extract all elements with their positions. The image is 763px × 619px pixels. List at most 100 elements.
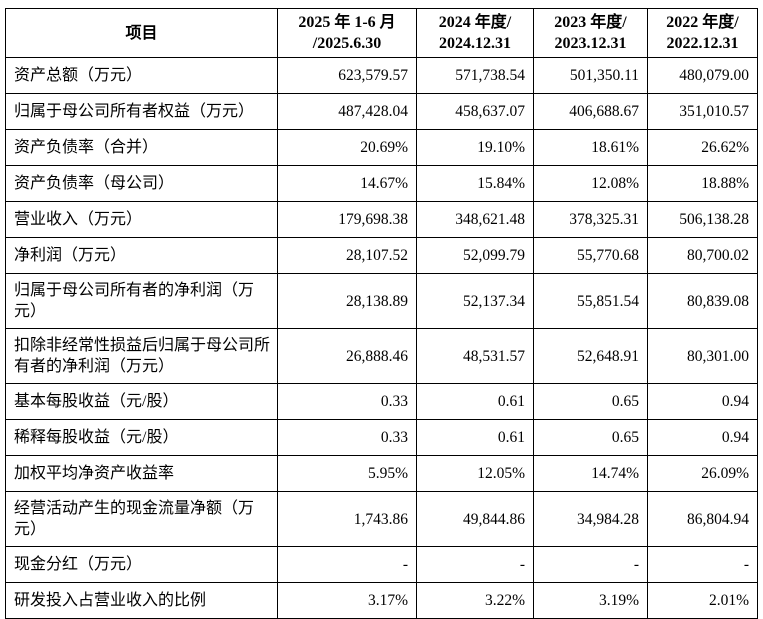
cell-value: -: [647, 546, 758, 583]
row-label: 归属于母公司所有者的净利润（万元）: [5, 273, 278, 329]
cell-value: 0.33: [277, 419, 417, 456]
cell-value: 52,137.34: [416, 273, 534, 329]
table-row: 归属于母公司所有者的净利润（万元） 28,138.89 52,137.34 55…: [5, 273, 758, 329]
row-label: 研发投入占营业收入的比例: [5, 582, 278, 619]
cell-value: 2.01%: [647, 582, 758, 619]
row-label: 经营活动产生的现金流量净额（万元）: [5, 491, 278, 547]
cell-value: 19.10%: [416, 129, 534, 166]
document-page: 项目 2025 年 1-6 月 /2025.6.30 2024 年度/ 2024…: [5, 8, 758, 619]
cell-value: 80,301.00: [647, 328, 758, 384]
table-row: 加权平均净资产收益率 5.95% 12.05% 14.74% 26.09%: [5, 455, 758, 492]
cell-value: 28,138.89: [277, 273, 417, 329]
cell-value: 14.74%: [533, 455, 648, 492]
table-row: 归属于母公司所有者权益（万元） 487,428.04 458,637.07 40…: [5, 93, 758, 130]
cell-value: 52,099.79: [416, 237, 534, 274]
row-label: 资产负债率（母公司）: [5, 165, 278, 202]
row-label: 基本每股收益（元/股）: [5, 383, 278, 420]
period-line1: 2023 年度/: [554, 14, 627, 31]
col-header-period-2024: 2024 年度/ 2024.12.31: [416, 8, 534, 58]
col-header-period-2025: 2025 年 1-6 月 /2025.6.30: [277, 8, 417, 58]
cell-value: 351,010.57: [647, 93, 758, 130]
cell-value: 26.09%: [647, 455, 758, 492]
cell-value: 49,844.86: [416, 491, 534, 547]
cell-value: 12.05%: [416, 455, 534, 492]
table-row: 扣除非经常性损益后归属于母公司所有者的净利润（万元） 26,888.46 48,…: [5, 328, 758, 384]
cell-value: 55,851.54: [533, 273, 648, 329]
col-header-period-2022: 2022 年度/ 2022.12.31: [647, 8, 758, 58]
table-row: 营业收入（万元） 179,698.38 348,621.48 378,325.3…: [5, 201, 758, 238]
cell-value: 348,621.48: [416, 201, 534, 238]
cell-value: 18.61%: [533, 129, 648, 166]
cell-value: 48,531.57: [416, 328, 534, 384]
cell-value: -: [277, 546, 417, 583]
cell-value: 0.65: [533, 383, 648, 420]
cell-value: 0.33: [277, 383, 417, 420]
cell-value: 0.61: [416, 383, 534, 420]
row-label: 营业收入（万元）: [5, 201, 278, 238]
col-header-item: 项目: [5, 8, 278, 58]
row-label: 扣除非经常性损益后归属于母公司所有者的净利润（万元）: [5, 328, 278, 384]
cell-value: 378,325.31: [533, 201, 648, 238]
table-row: 经营活动产生的现金流量净额（万元） 1,743.86 49,844.86 34,…: [5, 491, 758, 547]
cell-value: 28,107.52: [277, 237, 417, 274]
cell-value: 480,079.00: [647, 57, 758, 94]
cell-value: 80,700.02: [647, 237, 758, 274]
cell-value: 0.61: [416, 419, 534, 456]
cell-value: 34,984.28: [533, 491, 648, 547]
table-row: 资产负债率（母公司） 14.67% 15.84% 12.08% 18.88%: [5, 165, 758, 202]
table-row: 资产总额（万元） 623,579.57 571,738.54 501,350.1…: [5, 57, 758, 94]
cell-value: 487,428.04: [277, 93, 417, 130]
cell-value: 86,804.94: [647, 491, 758, 547]
cell-value: 20.69%: [277, 129, 417, 166]
cell-value: 458,637.07: [416, 93, 534, 130]
period-line2: 2024.12.31: [439, 35, 511, 52]
cell-value: -: [416, 546, 534, 583]
period-line1: 2025 年 1-6 月: [298, 14, 396, 31]
row-label: 归属于母公司所有者权益（万元）: [5, 93, 278, 130]
cell-value: 501,350.11: [533, 57, 648, 94]
cell-value: 506,138.28: [647, 201, 758, 238]
row-label: 稀释每股收益（元/股）: [5, 419, 278, 456]
table-row: 研发投入占营业收入的比例 3.17% 3.22% 3.19% 2.01%: [5, 582, 758, 619]
period-line2: 2022.12.31: [666, 35, 739, 52]
cell-value: 18.88%: [647, 165, 758, 202]
cell-value: 406,688.67: [533, 93, 648, 130]
cell-value: 15.84%: [416, 165, 534, 202]
cell-value: 3.19%: [533, 582, 648, 619]
cell-value: 3.22%: [416, 582, 534, 619]
period-line2: /2025.6.30: [312, 35, 382, 52]
cell-value: 3.17%: [277, 582, 417, 619]
cell-value: 623,579.57: [277, 57, 417, 94]
row-label: 资产负债率（合并）: [5, 129, 278, 166]
table-header-row: 项目 2025 年 1-6 月 /2025.6.30 2024 年度/ 2024…: [5, 8, 758, 58]
period-line2: 2023.12.31: [554, 35, 627, 52]
row-label: 资产总额（万元）: [5, 57, 278, 94]
cell-value: 80,839.08: [647, 273, 758, 329]
cell-value: 26.62%: [647, 129, 758, 166]
cell-value: 55,770.68: [533, 237, 648, 274]
cell-value: 571,738.54: [416, 57, 534, 94]
period-line1: 2022 年度/: [666, 14, 739, 31]
table-row: 资产负债率（合并） 20.69% 19.10% 18.61% 26.62%: [5, 129, 758, 166]
row-label: 加权平均净资产收益率: [5, 455, 278, 492]
cell-value: 0.65: [533, 419, 648, 456]
cell-value: 0.94: [647, 383, 758, 420]
table-row: 净利润（万元） 28,107.52 52,099.79 55,770.68 80…: [5, 237, 758, 274]
cell-value: -: [533, 546, 648, 583]
row-label: 现金分红（万元）: [5, 546, 278, 583]
table-row: 现金分红（万元） - - - -: [5, 546, 758, 583]
cell-value: 179,698.38: [277, 201, 417, 238]
table-row: 稀释每股收益（元/股） 0.33 0.61 0.65 0.94: [5, 419, 758, 456]
period-line1: 2024 年度/: [438, 14, 512, 31]
cell-value: 14.67%: [277, 165, 417, 202]
table-row: 基本每股收益（元/股） 0.33 0.61 0.65 0.94: [5, 383, 758, 420]
cell-value: 1,743.86: [277, 491, 417, 547]
cell-value: 5.95%: [277, 455, 417, 492]
cell-value: 0.94: [647, 419, 758, 456]
col-header-period-2023: 2023 年度/ 2023.12.31: [533, 8, 648, 58]
cell-value: 26,888.46: [277, 328, 417, 384]
row-label: 净利润（万元）: [5, 237, 278, 274]
cell-value: 12.08%: [533, 165, 648, 202]
financial-summary-table: 项目 2025 年 1-6 月 /2025.6.30 2024 年度/ 2024…: [5, 8, 758, 619]
cell-value: 52,648.91: [533, 328, 648, 384]
